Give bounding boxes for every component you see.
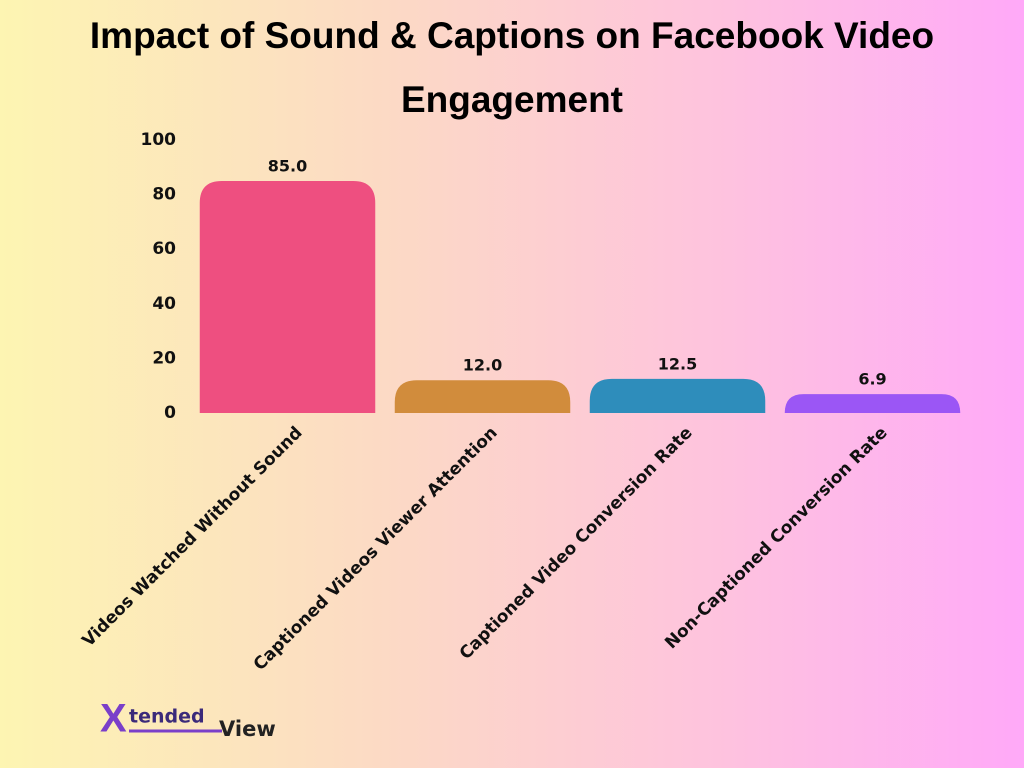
bar: [199, 180, 376, 413]
logo: X tended View: [100, 697, 276, 741]
value-label: 12.0: [463, 356, 502, 375]
bar: [394, 380, 571, 413]
chart-title: Impact of Sound & Captions on Facebook V…: [89, 15, 935, 120]
y-tick-label: 100: [141, 130, 177, 150]
x-tick-label: Videos Watched Without Sound: [78, 423, 306, 651]
y-tick-label: 20: [152, 348, 176, 368]
y-tick-label: 80: [152, 185, 176, 205]
y-tick-label: 60: [152, 239, 176, 259]
value-label: 12.5: [658, 354, 697, 373]
logo-suffix: View: [219, 717, 276, 741]
logo-word: tended: [129, 706, 205, 728]
logo-letter: X: [100, 697, 127, 741]
x-tick-label: Non-Captioned Conversion Rate: [661, 423, 891, 653]
x-tick-label: Captioned Video Conversion Rate: [456, 423, 697, 664]
x-tick-label: Captioned Videos Viewer Attention: [250, 423, 502, 675]
value-label: 6.9: [858, 370, 886, 389]
y-tick-label: 0: [164, 403, 176, 423]
bar: [784, 394, 961, 413]
bar: [589, 378, 766, 413]
y-tick-label: 40: [152, 294, 176, 314]
value-label: 85.0: [268, 156, 307, 175]
